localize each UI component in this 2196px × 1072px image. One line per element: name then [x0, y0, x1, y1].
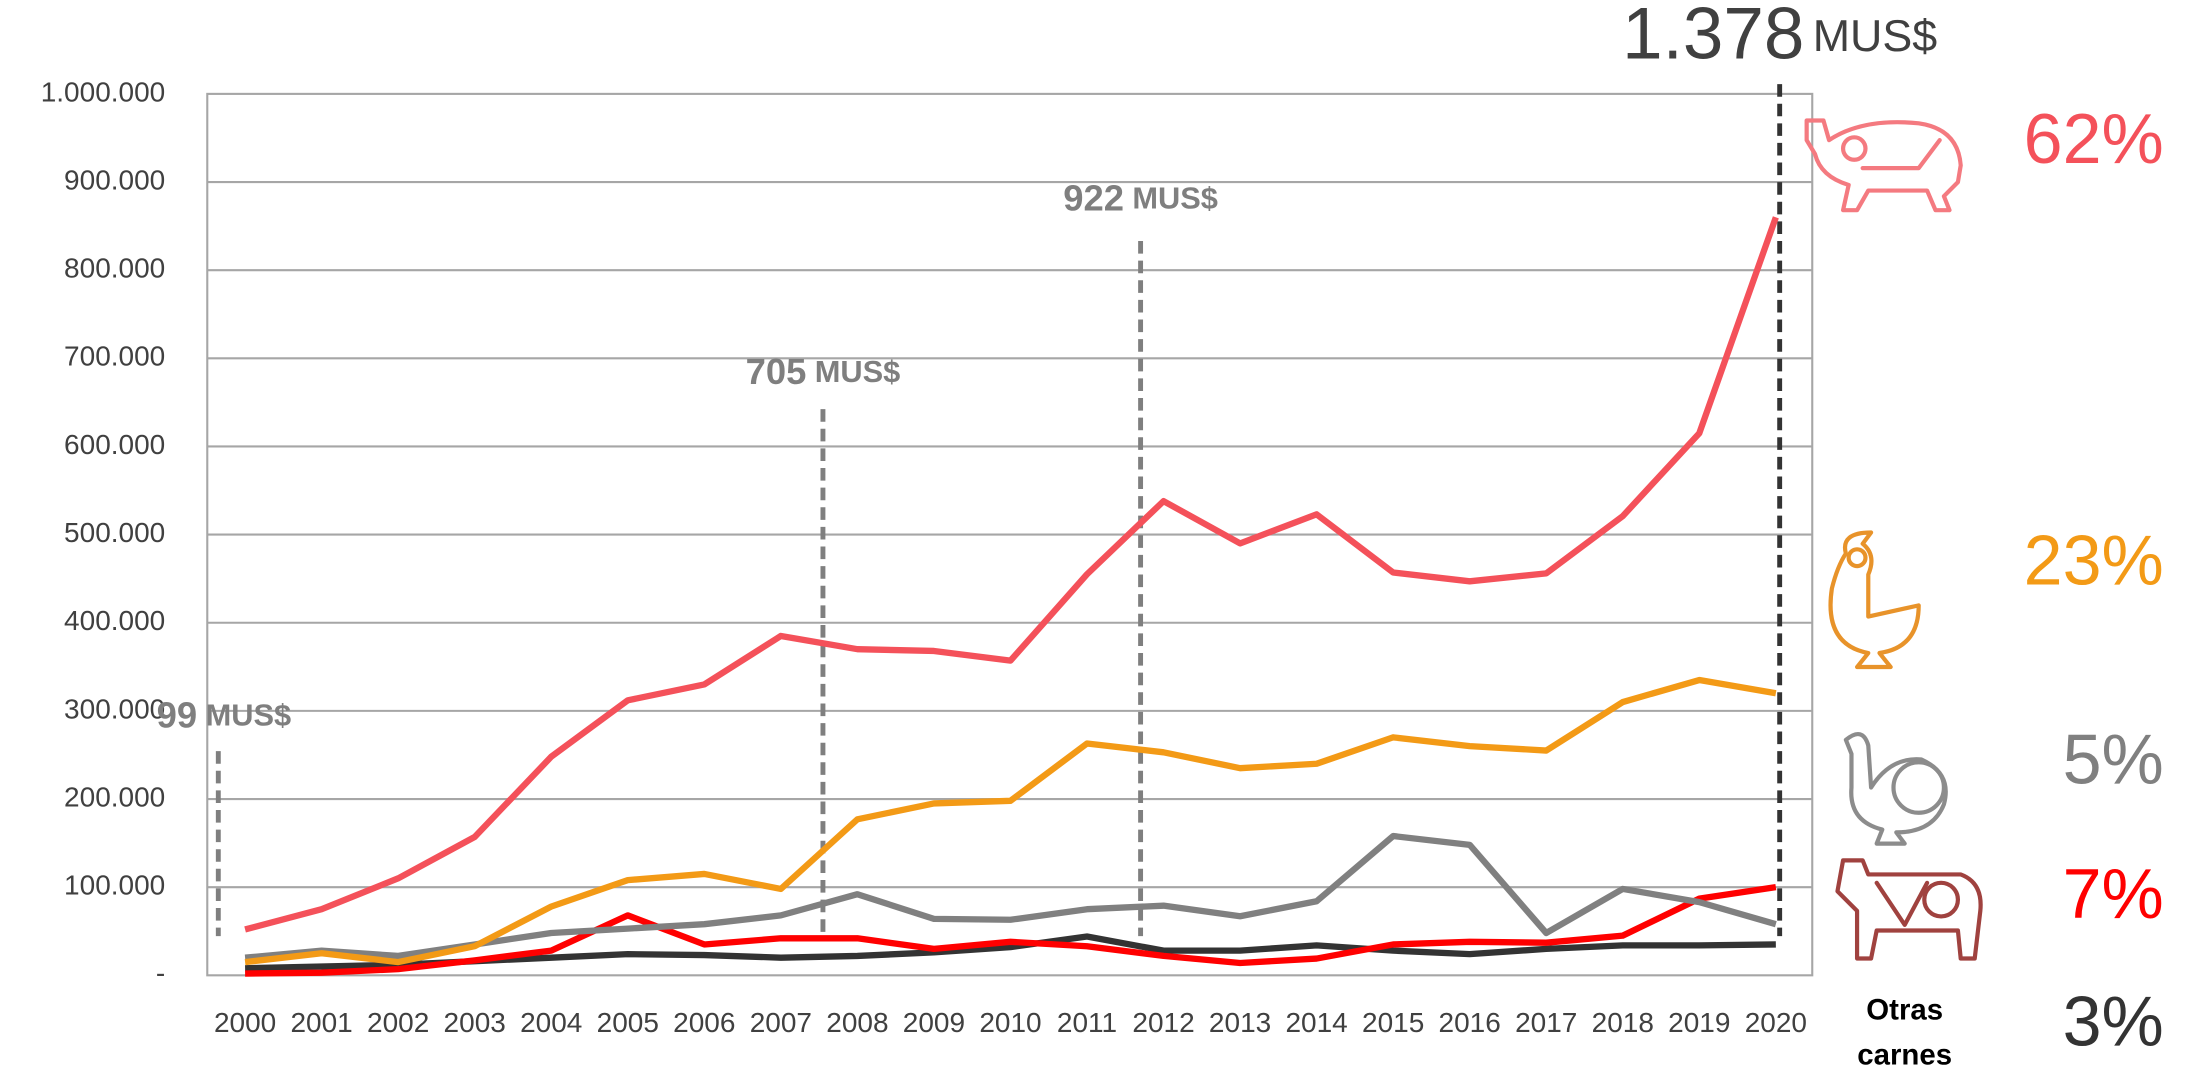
other-label: carnes: [1857, 1038, 1952, 1071]
share-label: 62%: [2024, 100, 2164, 178]
x-tick-label: 2016: [1439, 1007, 1501, 1038]
x-tick-label: 2005: [597, 1007, 659, 1038]
x-tick-label: 2009: [903, 1007, 965, 1038]
series-line: [244, 216, 1779, 933]
y-tick-label: 700.000: [64, 341, 165, 372]
series-line: [245, 884, 1777, 977]
share-label: 7%: [2063, 855, 2164, 933]
turkey-icon: [1828, 530, 1921, 670]
annotation: 922 MUS$: [1063, 177, 1218, 218]
annotation-unit: MUS$: [1813, 11, 1938, 61]
x-tick-label: 2002: [367, 1007, 429, 1038]
x-tick-label: 2003: [444, 1007, 506, 1038]
x-tick-label: 2011: [1057, 1007, 1117, 1038]
x-tick-label: 2010: [979, 1007, 1041, 1038]
y-tick-label: 1.000.000: [41, 76, 166, 107]
pig-icon: [1804, 118, 1963, 213]
x-tick-label: 2020: [1745, 1007, 1807, 1038]
x-tick-label: 2007: [750, 1007, 812, 1038]
annotation-value: 705: [746, 351, 807, 392]
chicken-icon: [1843, 732, 1948, 846]
annotation-value: 1.378: [1622, 0, 1804, 74]
series-line: [244, 676, 1777, 966]
x-tick-label: 2015: [1362, 1007, 1424, 1038]
other-label: Otras: [1866, 994, 1943, 1027]
annotation-unit: MUS$: [1132, 181, 1218, 216]
x-tick-label: 2004: [520, 1007, 582, 1038]
series-line: [244, 832, 1777, 961]
annotation-value: 99: [157, 694, 197, 735]
y-tick-label: 400.000: [64, 605, 165, 636]
annotation-value: 922: [1063, 177, 1124, 218]
annotation: 99 MUS$: [157, 694, 291, 735]
y-tick-label: -: [156, 958, 165, 989]
x-tick-label: 2012: [1132, 1007, 1194, 1038]
y-tick-label: 800.000: [64, 253, 165, 284]
y-tick-label: 200.000: [64, 781, 165, 812]
x-tick-label: 2014: [1285, 1007, 1347, 1038]
annotation: 705 MUS$: [746, 351, 901, 392]
y-tick-label: 900.000: [64, 164, 165, 195]
share-label: 5%: [2063, 721, 2164, 799]
cow-icon: [1835, 858, 1983, 961]
legend-icons: [1804, 118, 1983, 961]
x-tick-label: 2013: [1209, 1007, 1271, 1038]
x-tick-label: 2006: [673, 1007, 735, 1038]
y-tick-label: 300.000: [64, 693, 165, 724]
x-tick-label: 2019: [1668, 1007, 1730, 1038]
share-label: 3%: [2063, 983, 2164, 1061]
share-label: 23%: [2024, 522, 2164, 600]
annotation-unit: MUS$: [206, 698, 292, 733]
x-tick-label: 2001: [290, 1007, 352, 1038]
y-tick-label: 600.000: [64, 429, 165, 460]
y-tick-label: 500.000: [64, 517, 165, 548]
annotation: 1.378 MUS$: [1622, 0, 1937, 74]
x-tick-label: 2000: [214, 1007, 276, 1038]
annotation-unit: MUS$: [815, 354, 901, 389]
y-tick-label: 100.000: [64, 870, 165, 901]
x-tick-label: 2008: [826, 1007, 888, 1038]
x-tick-label: 2017: [1515, 1007, 1577, 1038]
x-tick-label: 2018: [1592, 1007, 1654, 1038]
